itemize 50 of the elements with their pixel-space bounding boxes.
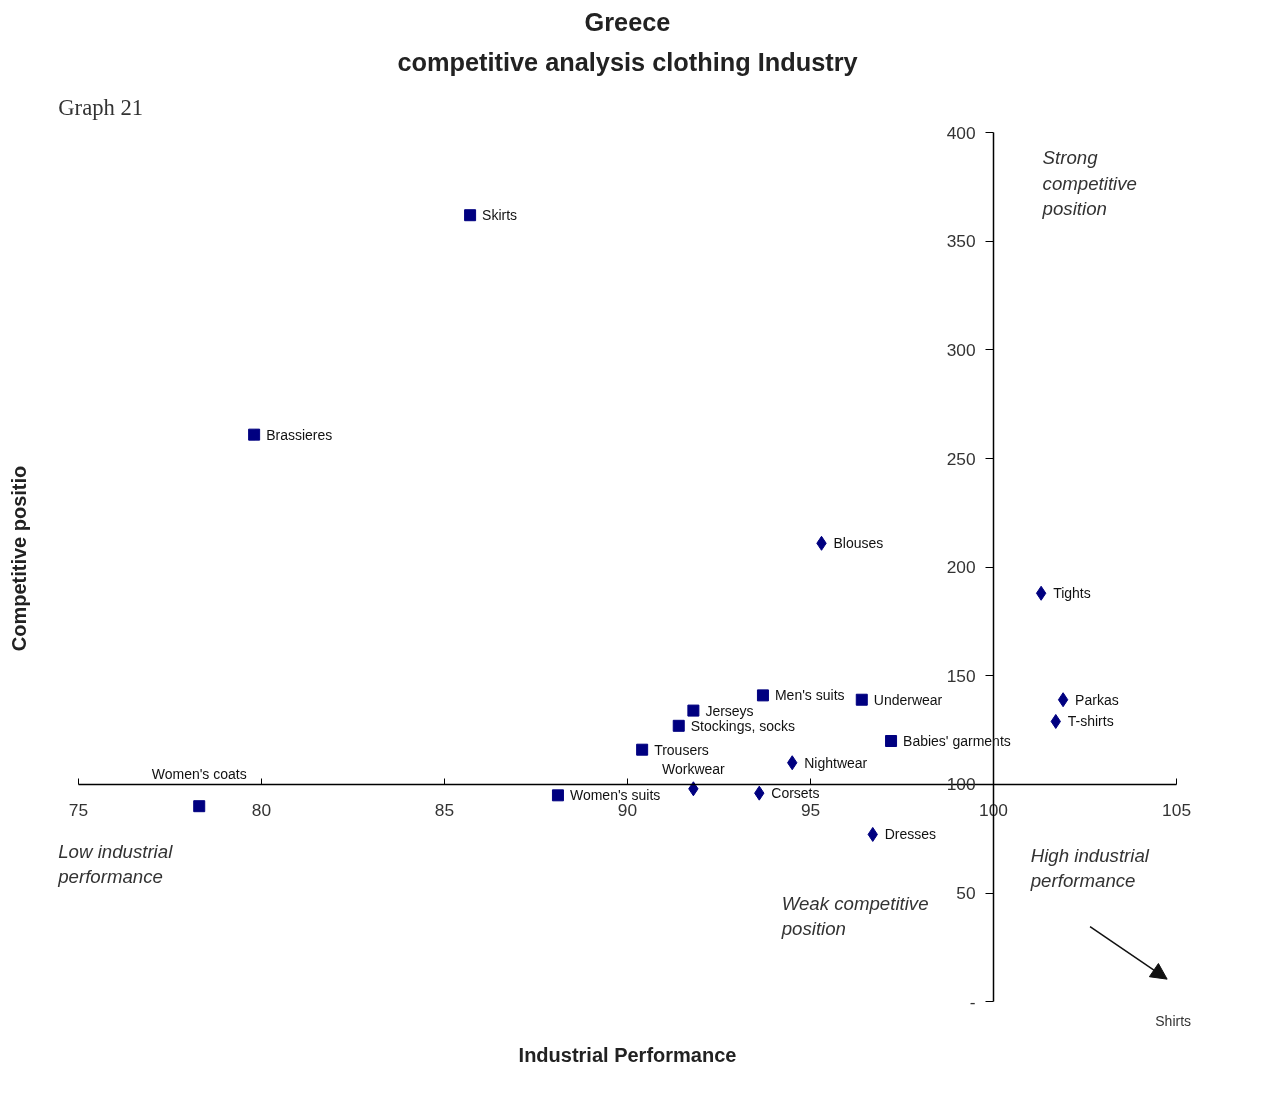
annotation: Women's coats bbox=[151, 766, 247, 783]
caption: Graph 21 bbox=[58, 94, 144, 120]
annotation: Nightwear bbox=[804, 754, 868, 771]
point bbox=[687, 704, 700, 717]
annotation: Corsets bbox=[771, 785, 820, 802]
y-tick-label: 200 bbox=[946, 557, 976, 578]
x-tick-label: 95 bbox=[800, 800, 821, 821]
annotation: T-shirts bbox=[1067, 713, 1114, 730]
point bbox=[855, 693, 868, 706]
y-tick-label: 50 bbox=[956, 883, 976, 904]
x-tick-label: 80 bbox=[251, 800, 272, 821]
annotation: Underwear bbox=[873, 691, 943, 708]
annotation: Men's suits bbox=[774, 687, 845, 704]
annotation: Brassieres bbox=[266, 426, 333, 443]
point bbox=[1035, 585, 1047, 601]
point bbox=[636, 743, 649, 756]
point bbox=[672, 719, 685, 732]
annotation: Jerseys bbox=[705, 702, 754, 719]
annotation: Low industrial performance bbox=[57, 840, 174, 887]
y-axis-title: Competitive positio bbox=[7, 465, 30, 652]
point bbox=[885, 735, 898, 748]
point bbox=[551, 789, 564, 802]
point bbox=[756, 689, 769, 702]
annotation: Dresses bbox=[884, 826, 937, 843]
annotation: Weak competitive position bbox=[780, 893, 929, 940]
annotation: Parkas bbox=[1075, 691, 1119, 708]
annotation: Workwear bbox=[662, 760, 726, 777]
y-tick-label: 250 bbox=[946, 448, 976, 469]
y-tick-label: 150 bbox=[946, 665, 976, 686]
chart-subtitle: competitive analysis clothing Industry bbox=[397, 47, 858, 76]
annotation: Skirts bbox=[482, 207, 518, 224]
y-tick-label: 350 bbox=[946, 231, 976, 252]
annotation: Strong competitive position bbox=[1041, 147, 1137, 219]
text: Shirts bbox=[1155, 1012, 1192, 1029]
annotation: Blouses bbox=[833, 535, 884, 552]
chart-title: Greece bbox=[584, 7, 671, 36]
point bbox=[193, 800, 206, 813]
y-tick-label: 300 bbox=[946, 339, 976, 360]
x-tick-label: 75 bbox=[68, 800, 89, 821]
annotation: Tights bbox=[1053, 585, 1091, 602]
annotation: Trousers bbox=[654, 741, 709, 758]
x-tick-label: 105 bbox=[1162, 800, 1192, 821]
point bbox=[464, 209, 477, 222]
annotation: High industrial performance bbox=[1029, 845, 1150, 892]
x-axis-title: Industrial Performance bbox=[518, 1043, 737, 1066]
point bbox=[248, 428, 261, 441]
x-tick-label: 85 bbox=[434, 800, 455, 821]
y-tick-label: 400 bbox=[946, 122, 976, 143]
point bbox=[1057, 692, 1069, 708]
y-tick-label: - bbox=[969, 991, 976, 1012]
